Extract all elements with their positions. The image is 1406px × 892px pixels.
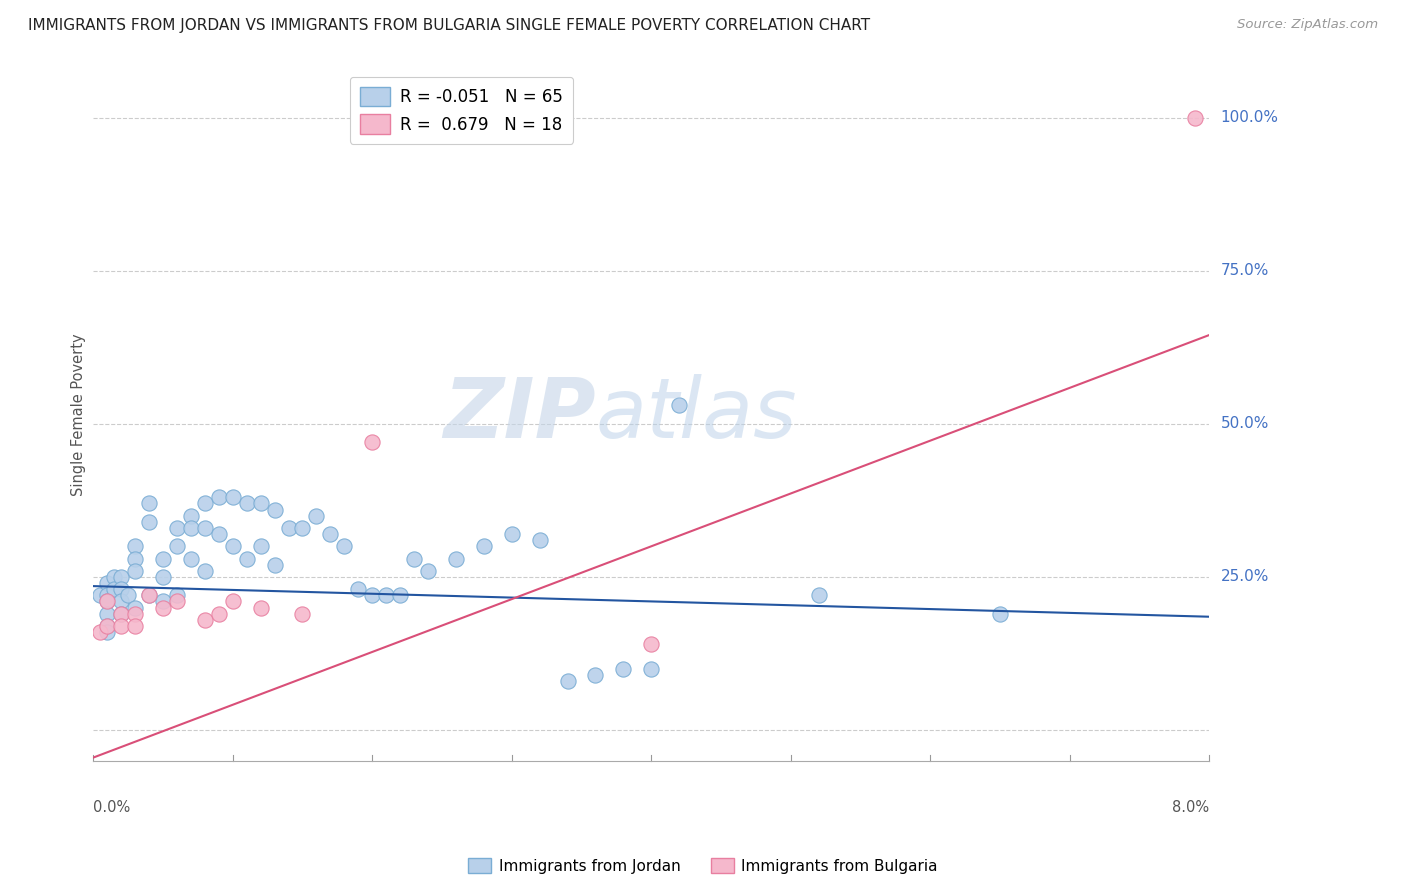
Point <box>529 533 551 548</box>
Legend: Immigrants from Jordan, Immigrants from Bulgaria: Immigrants from Jordan, Immigrants from … <box>463 852 943 880</box>
Point <box>110 607 132 621</box>
Point <box>138 496 160 510</box>
Point <box>347 582 370 596</box>
Text: 8.0%: 8.0% <box>1173 799 1209 814</box>
Point <box>222 539 245 553</box>
Point <box>416 564 439 578</box>
Point <box>180 521 202 535</box>
Point <box>138 515 160 529</box>
Point <box>404 551 426 566</box>
Point <box>152 570 174 584</box>
Point <box>585 668 607 682</box>
Point <box>96 625 118 640</box>
Text: 25.0%: 25.0% <box>1220 569 1268 584</box>
Point <box>180 551 202 566</box>
Point <box>166 539 188 553</box>
Point <box>96 619 118 633</box>
Point <box>194 521 217 535</box>
Point <box>319 527 342 541</box>
Point <box>640 637 662 651</box>
Y-axis label: Single Female Poverty: Single Female Poverty <box>72 334 86 496</box>
Point <box>110 619 132 633</box>
Point <box>235 496 257 510</box>
Text: Source: ZipAtlas.com: Source: ZipAtlas.com <box>1237 18 1378 31</box>
Point <box>124 619 146 633</box>
Point <box>152 551 174 566</box>
Point <box>194 564 217 578</box>
Point <box>222 594 245 608</box>
Point <box>249 539 271 553</box>
Point <box>124 564 146 578</box>
Point <box>291 521 314 535</box>
Point <box>124 551 146 566</box>
Point <box>501 527 523 541</box>
Point <box>208 527 231 541</box>
Point <box>807 588 830 602</box>
Point <box>291 607 314 621</box>
Point <box>103 582 125 596</box>
Point <box>110 570 132 584</box>
Point <box>96 594 118 608</box>
Point <box>89 588 111 602</box>
Point <box>124 600 146 615</box>
Text: 75.0%: 75.0% <box>1220 263 1268 278</box>
Text: 50.0%: 50.0% <box>1220 417 1268 432</box>
Point <box>96 576 118 591</box>
Point <box>194 613 217 627</box>
Point <box>124 607 146 621</box>
Point <box>263 502 285 516</box>
Text: 0.0%: 0.0% <box>93 799 131 814</box>
Point <box>472 539 495 553</box>
Point <box>117 588 139 602</box>
Point <box>96 607 118 621</box>
Point <box>110 582 132 596</box>
Point <box>375 588 398 602</box>
Text: 100.0%: 100.0% <box>1220 110 1278 125</box>
Point <box>89 625 111 640</box>
Point <box>249 496 271 510</box>
Point <box>110 607 132 621</box>
Point <box>96 588 118 602</box>
Point <box>222 490 245 504</box>
Point <box>96 594 118 608</box>
Point <box>194 496 217 510</box>
Point <box>208 490 231 504</box>
Point <box>668 398 690 412</box>
Point <box>103 570 125 584</box>
Point <box>640 662 662 676</box>
Point <box>152 594 174 608</box>
Point <box>361 588 384 602</box>
Point <box>166 594 188 608</box>
Point <box>166 521 188 535</box>
Point <box>166 588 188 602</box>
Point <box>138 588 160 602</box>
Point <box>152 600 174 615</box>
Point <box>612 662 634 676</box>
Point <box>96 619 118 633</box>
Point <box>988 607 1011 621</box>
Text: IMMIGRANTS FROM JORDAN VS IMMIGRANTS FROM BULGARIA SINGLE FEMALE POVERTY CORRELA: IMMIGRANTS FROM JORDAN VS IMMIGRANTS FRO… <box>28 18 870 33</box>
Point <box>138 588 160 602</box>
Point <box>110 594 132 608</box>
Point <box>557 674 579 689</box>
Point <box>444 551 467 566</box>
Point <box>208 607 231 621</box>
Point <box>333 539 356 553</box>
Point <box>124 539 146 553</box>
Point <box>249 600 271 615</box>
Point <box>1184 111 1206 125</box>
Point <box>235 551 257 566</box>
Point <box>180 508 202 523</box>
Point <box>389 588 412 602</box>
Point <box>305 508 328 523</box>
Point <box>361 435 384 450</box>
Point <box>277 521 299 535</box>
Point <box>263 558 285 572</box>
Legend: R = -0.051   N = 65, R =  0.679   N = 18: R = -0.051 N = 65, R = 0.679 N = 18 <box>350 77 574 144</box>
Text: ZIP: ZIP <box>443 374 596 455</box>
Text: atlas: atlas <box>596 374 797 455</box>
